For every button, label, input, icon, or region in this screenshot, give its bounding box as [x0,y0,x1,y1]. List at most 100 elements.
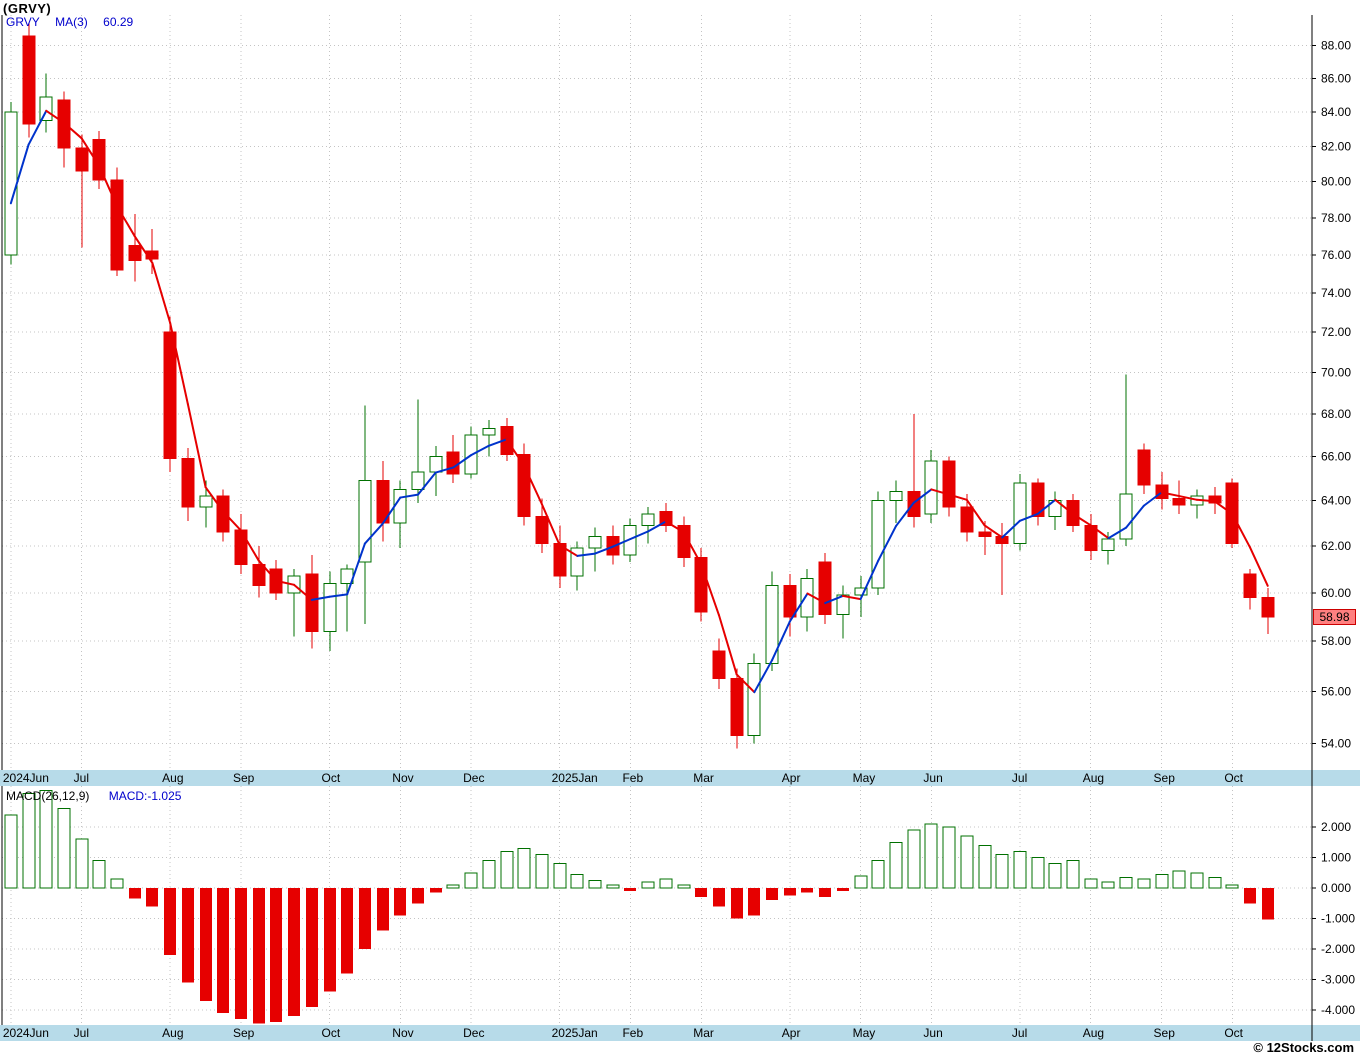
ma-line-segment [1001,519,1021,539]
month-label-bottom: 2025Jan [552,1026,598,1040]
month-label-bottom: Oct [1224,1026,1243,1040]
month-label-top: 2025Jan [552,771,598,785]
ma-line-segment [328,593,349,598]
macd-bar-positive [570,873,584,889]
macd-bar-positive [482,860,496,889]
macd-axis-label: -2.000 [1321,942,1355,956]
macd-bar-negative [748,888,760,916]
macd-bar-positive [75,838,89,889]
macd-bar-negative [359,888,371,949]
ma-line-segment [505,438,526,467]
month-label-bottom: Sep [233,1026,255,1040]
month-label-bottom: Jun [923,1026,942,1040]
macd-bar-positive [1101,881,1115,889]
macd-params-label: MACD(26,12,9) [6,789,90,803]
month-label-top: Aug [1083,771,1104,785]
ma-line-segment [98,165,119,208]
candle-body-down [535,515,549,545]
ma-line-segment [1249,546,1269,587]
macd-bar-positive [924,823,938,889]
macd-bar-negative [217,888,229,1014]
macd-bar-positive [1031,857,1045,889]
candle-body-up [1101,538,1115,552]
ma-line-segment [62,121,83,140]
macd-axis-label: 1.000 [1321,851,1351,865]
ma-line-segment [1178,495,1198,501]
ma-line-segment [1072,512,1092,527]
candle-body-down [1031,482,1045,517]
candle-body-down [75,147,89,172]
macd-bar-positive [1190,872,1204,889]
ma-line-segment [133,235,154,265]
candle-body-down [1137,449,1151,486]
candle-body-down [818,561,832,615]
ma-line-segment [735,673,756,694]
price-axis-label: 82.00 [1321,139,1351,153]
candle-body-down [22,35,36,125]
macd-bar-positive [110,878,124,889]
ma-line-segment [1054,498,1075,515]
macd-axis-label: 0.000 [1321,881,1351,895]
month-label-bottom: Aug [162,1026,183,1040]
ma-line-segment [1036,498,1057,515]
month-label-bottom: May [853,1026,876,1040]
candle-body-up [871,500,885,589]
macd-bar-negative [695,888,707,898]
macd-bar-positive [517,847,531,889]
month-label-bottom: Jul [74,1026,89,1040]
price-axis-label: 54.00 [1321,736,1351,750]
ma-line-segment [45,109,65,124]
month-label-bottom: Dec [463,1026,484,1040]
macd-bar-positive [889,841,903,889]
candle-body-up [411,471,425,490]
price-legend: GRVY MA(3) 60.29 [6,15,145,29]
price-axis-label: 70.00 [1321,365,1351,379]
ma-line-segment [257,559,278,582]
price-axis-label: 88.00 [1321,39,1351,53]
month-label-top: Nov [392,771,413,785]
candle-body-up [854,587,868,596]
macd-bar-negative [624,888,636,892]
ma-line-segment [186,403,207,489]
macd-bar-negative [1262,888,1274,920]
ma-line-segment [558,544,579,557]
macd-bar-positive [1048,863,1062,889]
candle-body-down [234,529,248,565]
candle-body-down [163,331,177,460]
ma-line-segment [169,322,189,406]
price-axis-label: 72.00 [1321,325,1351,339]
candle-body-up [199,495,213,508]
month-label-top: Sep [233,771,255,785]
macd-bar-negative [182,888,194,983]
macd-bar-negative [270,888,282,1023]
ma-line-segment [647,520,667,533]
ma-line-segment [239,529,260,562]
macd-bar-positive [1172,870,1186,889]
macd-bar-positive [1208,876,1222,889]
macd-bar-negative [235,888,247,1020]
ma-line-segment [80,137,101,168]
macd-bar-positive [641,881,655,889]
candle-body-down [181,458,195,508]
candle-body-down [942,460,956,508]
price-axis-label: 78.00 [1321,211,1351,225]
candle-body-down [446,451,460,475]
ma-line-segment [293,583,313,601]
price-axis-label: 86.00 [1321,71,1351,85]
macd-bar-positive [995,853,1009,889]
ma-line-segment [824,594,844,605]
candle-body-up [641,513,655,526]
macd-value-label: MACD:-1.025 [108,789,182,803]
macd-bar-positive [553,863,567,889]
macd-axis-label: 2.000 [1321,820,1351,834]
candle-body-up [889,491,903,502]
legend-symbol: GRVY [6,15,40,29]
ma-line-segment [912,488,933,504]
candle-body-up [323,582,337,632]
ma-line-segment [771,620,791,662]
macd-bar-positive [659,878,673,889]
macd-bar-negative [146,888,158,907]
ma-line-segment [1213,500,1234,515]
ma-line-segment [841,594,862,601]
